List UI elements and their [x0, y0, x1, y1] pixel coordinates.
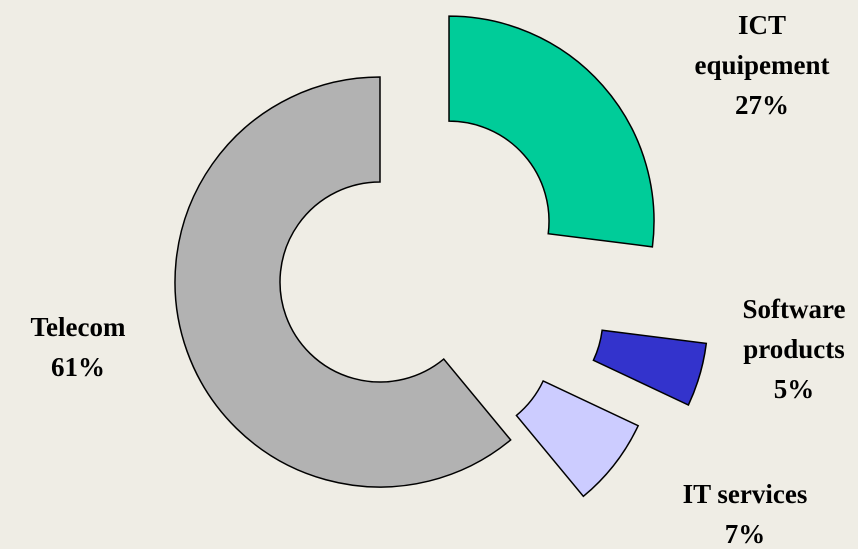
label-line: products [743, 334, 845, 364]
label-line: 7% [725, 519, 766, 549]
slice-telecom [174, 76, 512, 488]
label-line: 61% [51, 352, 105, 382]
label-line: 27% [735, 90, 789, 120]
label-line: 5% [774, 374, 815, 404]
label-telecom: Telecom 61% [31, 312, 126, 382]
slice-it-services [515, 379, 640, 498]
label-software-products: Software products 5% [743, 294, 846, 404]
label-line: IT services [683, 479, 808, 509]
label-line: ICT [738, 10, 786, 40]
label-ict-equipement: ICT equipement 27% [695, 10, 830, 120]
label-it-services: IT services 7% [683, 479, 808, 549]
label-line: Software [743, 294, 846, 324]
slices-group [174, 15, 708, 498]
labels-group: ICT equipement 27% Software products 5% IT ser… [31, 10, 846, 549]
slice-software-products [592, 329, 708, 406]
label-line: equipement [695, 50, 830, 80]
slice-ict-equipement [448, 15, 655, 248]
label-line: Telecom [31, 312, 126, 342]
